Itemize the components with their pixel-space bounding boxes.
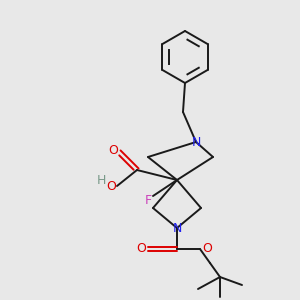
Text: O: O	[202, 242, 212, 256]
Text: O: O	[136, 242, 146, 256]
Text: O: O	[108, 145, 118, 158]
Text: F: F	[144, 194, 152, 206]
Text: N: N	[191, 136, 201, 148]
Text: O: O	[106, 181, 116, 194]
Text: N: N	[172, 221, 182, 235]
Text: H: H	[96, 173, 106, 187]
